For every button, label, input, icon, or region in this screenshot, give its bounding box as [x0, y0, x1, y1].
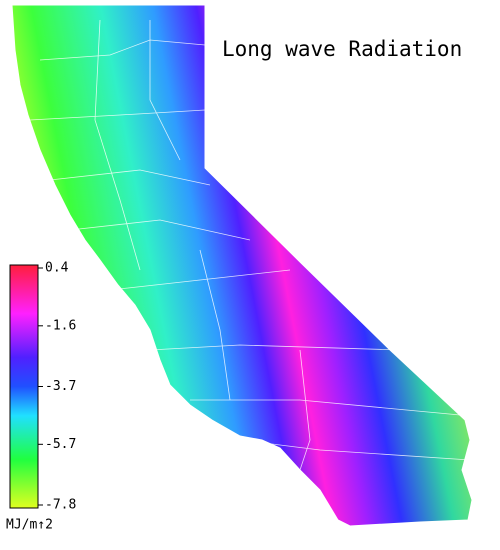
- colorbar-unit: MJ/m↑2: [6, 518, 53, 533]
- california-map: [11, 4, 473, 527]
- colorbar-tick-label: -7.8: [45, 498, 76, 513]
- county-borders: [29, 19, 471, 471]
- colorbar-tick-label: -5.7: [45, 437, 76, 452]
- colorbar-tick-label: -3.7: [45, 379, 76, 394]
- colorbar-tick-label: 0.4: [45, 261, 69, 276]
- colorbar-tick-label: -1.6: [45, 318, 76, 333]
- map-title: Long wave Radiation: [222, 37, 462, 61]
- colorbar: [9, 264, 39, 509]
